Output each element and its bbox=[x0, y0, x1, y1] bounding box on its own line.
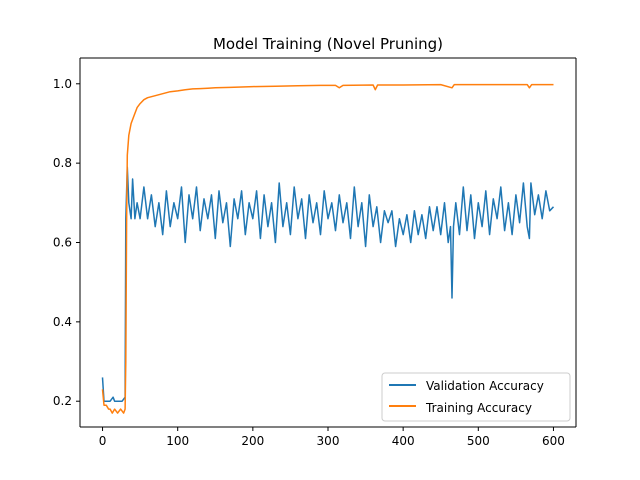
x-tick-label: 0 bbox=[99, 434, 107, 448]
legend-box bbox=[381, 372, 571, 422]
x-axis: 0 100 200 300 400 500 600 bbox=[99, 427, 565, 448]
y-tick-label: 0.8 bbox=[53, 156, 72, 170]
x-tick-label: 500 bbox=[467, 434, 490, 448]
x-tick-label: 600 bbox=[542, 434, 565, 448]
y-tick-label: 1.0 bbox=[53, 77, 72, 91]
y-tick-label: 0.4 bbox=[53, 315, 72, 329]
y-tick-label: 0.2 bbox=[53, 394, 72, 408]
plot-area bbox=[80, 58, 576, 427]
legend-label-training-accuracy: Training Accuracy bbox=[425, 401, 532, 415]
legend-label-validation-accuracy: Validation Accuracy bbox=[426, 379, 544, 393]
series-line-validation-accuracy bbox=[101, 166, 555, 402]
x-tick-label: 400 bbox=[392, 434, 415, 448]
series-layer bbox=[101, 83, 555, 414]
series-line-training-accuracy bbox=[101, 83, 554, 414]
x-tick-label: 100 bbox=[166, 434, 189, 448]
y-axis: 0.2 0.4 0.6 0.8 1.0 bbox=[53, 77, 80, 408]
x-tick-label: 300 bbox=[317, 434, 340, 448]
legend: Validation Accuracy Training Accuracy bbox=[381, 372, 571, 422]
chart-title: Model Training (Novel Pruning) bbox=[213, 35, 443, 53]
y-tick-label: 0.6 bbox=[53, 236, 72, 250]
x-tick-label: 200 bbox=[241, 434, 264, 448]
